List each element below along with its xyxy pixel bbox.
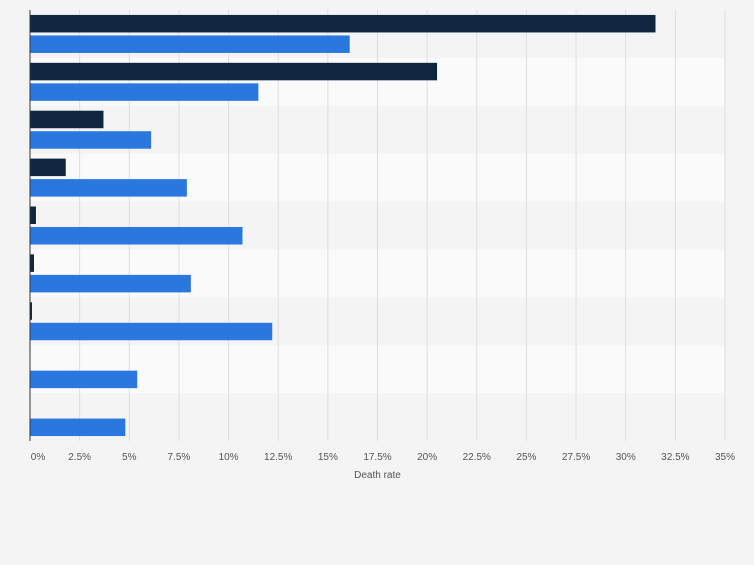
x-tick-label: 12.5% — [264, 452, 292, 463]
bar-s1-r7 — [30, 370, 138, 389]
bar-s0-r0 — [30, 14, 656, 33]
bar-s0-r2 — [30, 110, 104, 129]
x-tick-labels: 0% 2.5% 5% 7.5% 10% 12.5% 15% 17.5% 20% 22.5% 25% 2… — [31, 452, 735, 463]
x-tick-label: 2.5% — [68, 452, 91, 463]
bar-s0-r6 — [30, 302, 32, 320]
bar-s0-r1 — [30, 62, 438, 81]
bar-s1-r6 — [30, 322, 273, 341]
bar-s0-r3 — [30, 158, 66, 177]
bar-s0-r5 — [30, 254, 34, 272]
x-tick-label: 22.5% — [463, 452, 491, 463]
bar-s1-r1 — [30, 83, 259, 101]
x-tick-label: 30% — [616, 452, 636, 463]
x-tick-label: 32.5% — [661, 452, 689, 463]
x-tick-label: 10% — [219, 452, 239, 463]
x-tick-label: 17.5% — [363, 452, 391, 463]
bar-s1-r5 — [30, 274, 191, 293]
gridlines — [79, 10, 726, 441]
x-tick-label: 35% — [715, 452, 735, 463]
bar-s1-r8 — [30, 418, 126, 437]
bar-s1-r3 — [30, 179, 187, 197]
x-axis-label: Death rate — [354, 470, 401, 481]
x-tick-label: 27.5% — [562, 452, 590, 463]
bars — [30, 14, 656, 437]
x-tick-label: 20% — [417, 452, 437, 463]
bar-s1-r2 — [30, 131, 152, 149]
x-tick-label: 7.5% — [168, 452, 191, 463]
bar-s1-r0 — [30, 35, 350, 53]
x-tick-label: 0% — [31, 452, 46, 463]
x-tick-label: 15% — [318, 452, 338, 463]
x-tick-label: 5% — [122, 452, 137, 463]
bar-s1-r4 — [30, 227, 243, 245]
bar-s0-r4 — [30, 206, 36, 224]
x-tick-label: 25% — [516, 452, 536, 463]
